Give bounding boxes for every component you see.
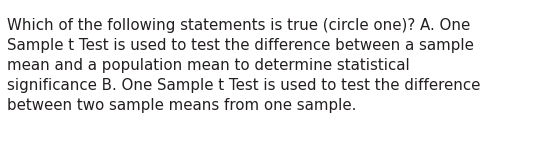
- Text: Which of the following statements is true (circle one)? A. One
Sample t Test is : Which of the following statements is tru…: [7, 18, 480, 113]
